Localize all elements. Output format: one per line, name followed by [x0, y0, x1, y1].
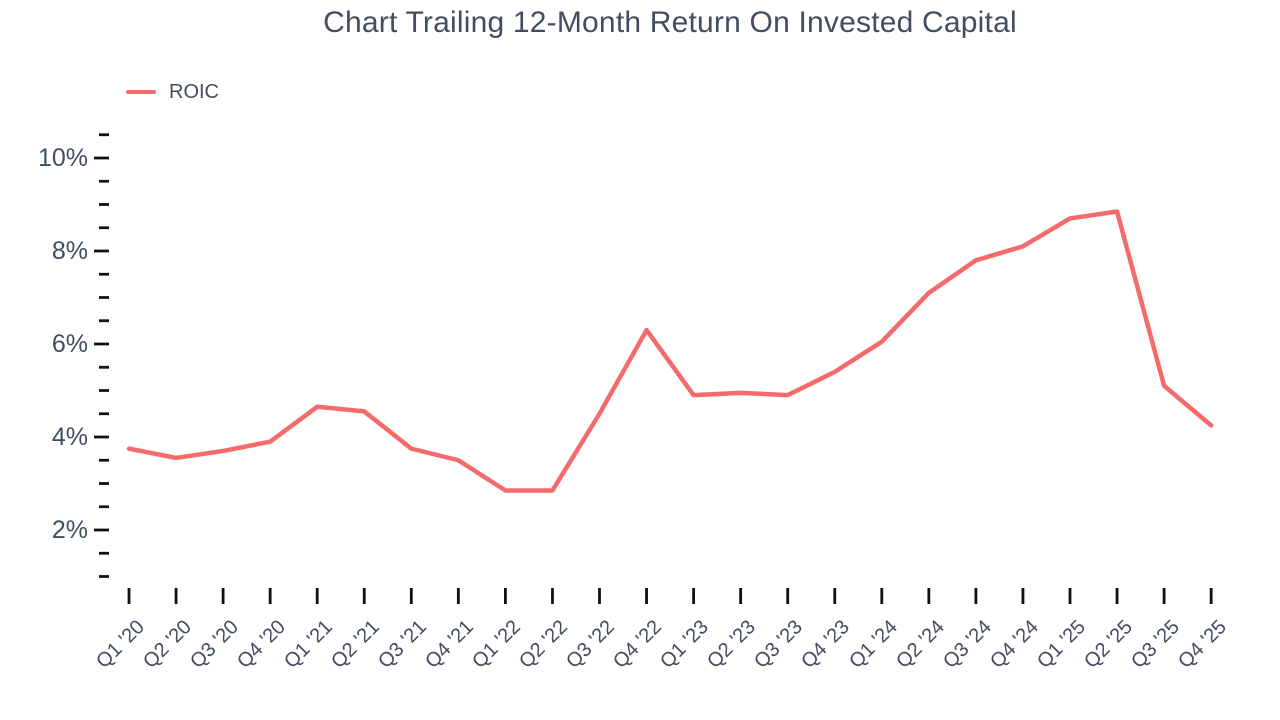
chart-title: Chart Trailing 12-Month Return On Invest… [323, 6, 1017, 39]
y-axis-label: 10% [37, 144, 88, 172]
y-axis-label: 2% [51, 516, 88, 544]
legend-label-roic: ROIC [169, 81, 219, 103]
y-axis-label: 6% [51, 330, 88, 358]
legend: ROIC [126, 82, 219, 102]
roic-line [126, 209, 1214, 493]
legend-line-swatch [126, 89, 156, 95]
y-axis-label: 4% [51, 423, 88, 451]
y-axis-label: 8% [51, 237, 88, 265]
